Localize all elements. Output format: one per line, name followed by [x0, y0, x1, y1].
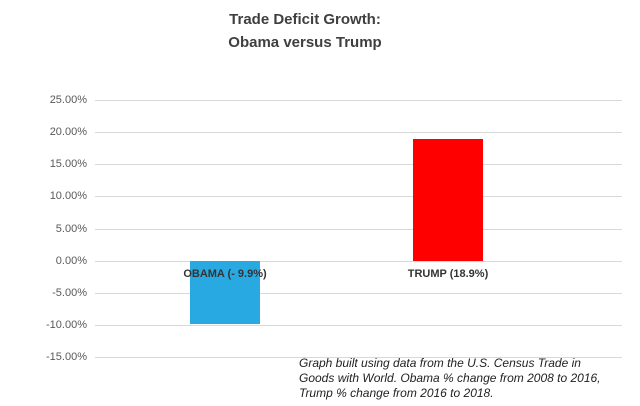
y-axis-tick-label: -10.00%	[46, 318, 87, 331]
y-axis-tick-label: 10.00%	[49, 190, 87, 203]
y-axis-tick-label: 0.00%	[55, 254, 87, 267]
source-note-line3: Trump % change from 2016 to 2018.	[299, 386, 494, 400]
chart-title: Trade Deficit Growth: Obama versus Trump	[0, 8, 610, 54]
gridline	[95, 132, 622, 134]
y-axis-tick-label: 15.00%	[49, 158, 87, 171]
bar-label-obama: OBAMA (- 9.9%)	[183, 268, 267, 280]
bar-label-trump: TRUMP (18.9%)	[407, 268, 489, 280]
gridline	[95, 324, 622, 326]
gridline	[95, 357, 622, 358]
source-note: Graph built using data from the U.S. Cen…	[299, 356, 601, 401]
bar-trump	[413, 139, 483, 261]
y-axis-tick-label: 5.00%	[55, 222, 87, 235]
y-axis-tick-label: 25.00%	[49, 94, 87, 106]
gridline	[95, 196, 622, 198]
y-axis-tick-label: 20.00%	[49, 126, 87, 139]
gridline	[95, 100, 622, 101]
y-axis-tick-label: -5.00%	[52, 286, 87, 299]
chart-title-line2: Obama versus Trump	[228, 34, 382, 51]
source-note-line1: Graph built using data from the U.S. Cen…	[299, 356, 581, 370]
gridline	[95, 164, 622, 166]
bar-obama	[190, 260, 260, 325]
gridline	[95, 228, 622, 230]
gridline	[95, 292, 622, 294]
source-note-line2: Goods with World. Obama % change from 20…	[299, 371, 601, 385]
y-axis-tick-label: -15.00%	[46, 351, 87, 363]
chart-title-line1: Trade Deficit Growth:	[229, 11, 381, 28]
gridline	[95, 260, 622, 262]
